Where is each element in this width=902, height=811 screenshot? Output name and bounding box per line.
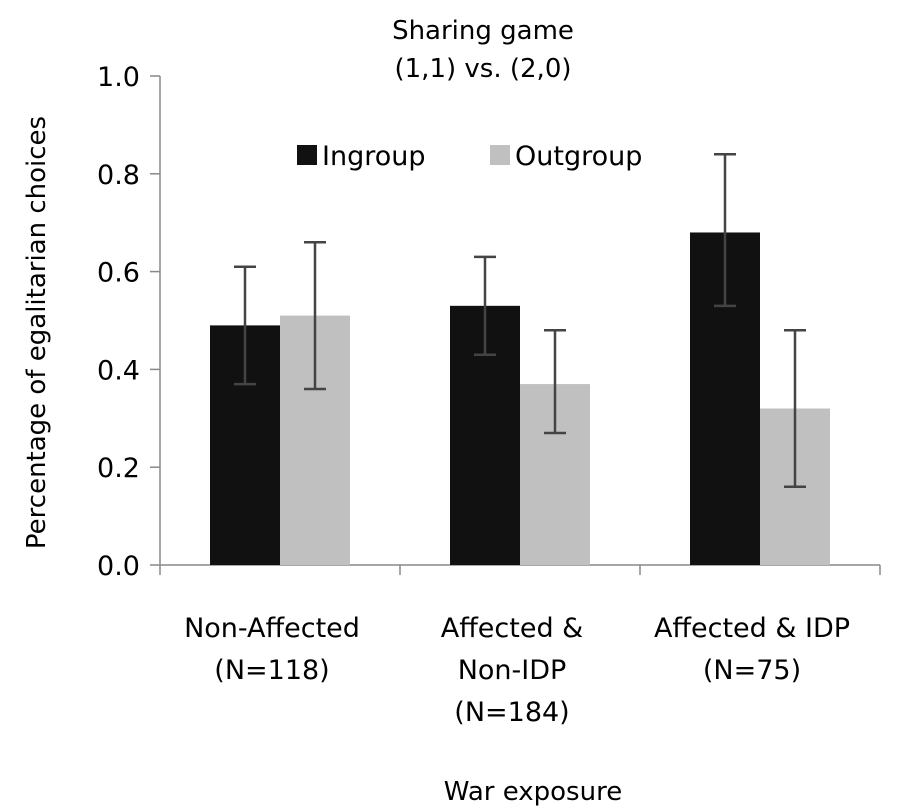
legend-label-outgroup: Outgroup — [515, 141, 642, 172]
category-label: Affected & — [441, 613, 584, 644]
chart-title-line: Sharing game — [392, 16, 574, 46]
x-axis-label: War exposure — [444, 777, 622, 807]
x-axis-title: War exposure — [444, 777, 622, 807]
category-label: (N=118) — [214, 655, 329, 686]
legend-swatch-ingroup — [297, 145, 317, 165]
category-label: Affected & IDP — [654, 613, 850, 644]
y-tick-label: 0.0 — [97, 551, 140, 582]
legend: Ingroup Outgroup — [297, 141, 642, 172]
y-axis-label: Percentage of egalitarian choices — [22, 116, 52, 549]
chart-title-line: (1,1) vs. (2,0) — [395, 54, 572, 84]
y-tick-label: 1.0 — [97, 62, 140, 93]
y-axis: 0.0 0.2 0.4 0.6 0.8 1.0 — [97, 62, 161, 582]
error-bars — [234, 152, 806, 489]
y-axis-title: Percentage of egalitarian choices — [22, 116, 52, 549]
y-tick-label: 0.6 — [97, 258, 140, 289]
category-label: Non-Affected — [184, 613, 360, 644]
y-tick-label: 0.8 — [97, 160, 140, 191]
y-tick-label: 0.2 — [97, 453, 140, 484]
chart-title: Sharing game (1,1) vs. (2,0) — [392, 16, 574, 84]
x-axis — [159, 564, 881, 575]
category-label: (N=184) — [454, 697, 569, 728]
category-labels: Non-Affected (N=118) Affected & Non-IDP (N=1… — [184, 613, 850, 728]
legend-label-ingroup: Ingroup — [322, 141, 426, 172]
legend-swatch-outgroup — [490, 145, 510, 165]
category-label: (N=75) — [703, 655, 801, 686]
y-tick-label: 0.4 — [97, 355, 140, 386]
category-label: Non-IDP — [458, 655, 567, 686]
bars — [210, 232, 830, 566]
